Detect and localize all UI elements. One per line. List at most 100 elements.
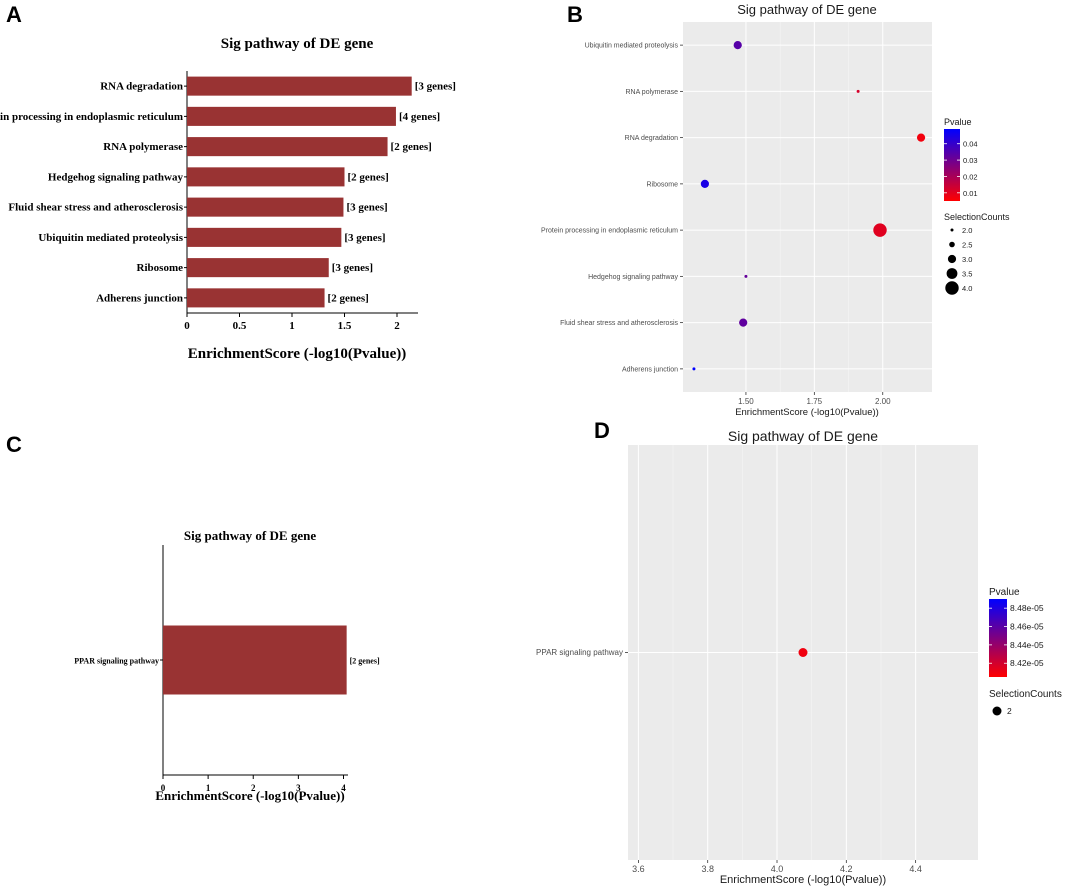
category-label: Fluid shear stress and atherosclerosis [560, 320, 678, 327]
colorbar-tick-label: 8.42e-05 [1010, 658, 1044, 668]
size-legend-key [949, 241, 955, 248]
panel-d-pvalue-legend-title: Pvalue [989, 587, 1020, 598]
category-label: Hedgehog signaling pathway [588, 274, 678, 281]
category-label: RNA degradation [100, 81, 183, 93]
panel-d-pvalue-colorbar [989, 599, 1007, 677]
x-tick-label: 4.4 [909, 864, 922, 874]
bar [187, 197, 344, 217]
panel-b-pvalue-legend-title: Pvalue [944, 117, 972, 127]
bar-data-label: [4 genes] [399, 111, 440, 123]
panel-a-xlabel: EnrichmentScore (-log10(Pvalue)) [188, 346, 406, 362]
panel-d-title: Sig pathway of DE gene [728, 428, 878, 444]
bar-data-label: [3 genes] [332, 262, 373, 274]
size-legend-label: 3.0 [962, 255, 972, 264]
bar [187, 258, 329, 278]
size-legend-key [992, 706, 1002, 716]
data-point [700, 179, 709, 188]
size-legend-label: 2 [1007, 706, 1012, 716]
category-label: RNA polymerase [625, 89, 678, 96]
x-tick-label: 4 [341, 783, 346, 793]
category-label: PPAR signaling pathway [536, 648, 623, 657]
data-point [744, 274, 748, 278]
colorbar-tick-label: 0.04 [963, 140, 978, 149]
x-tick-label: 0 [161, 783, 166, 793]
x-tick-label: 3.8 [701, 864, 714, 874]
bar [187, 76, 412, 96]
category-label: PPAR signaling pathway [74, 657, 159, 666]
bar [187, 227, 342, 247]
panel-label-c: C [6, 432, 22, 457]
panel-b-title: Sig pathway of DE gene [737, 2, 876, 17]
size-legend-key [946, 268, 958, 279]
bar [163, 625, 347, 695]
panel-c-title: Sig pathway of DE gene [184, 528, 316, 543]
size-legend-label: 4.0 [962, 284, 972, 293]
x-tick-label: 1.75 [807, 397, 823, 406]
data-point [798, 648, 808, 657]
category-label: Adherens junction [96, 292, 183, 304]
category-label: rotein processing in endoplasmic reticul… [0, 111, 183, 123]
data-point [692, 367, 696, 371]
category-label: Ubiquitin mediated proteolysis [38, 232, 183, 244]
category-label: Fluid shear stress and atherosclerosis [8, 202, 183, 214]
panel-label-b: B [567, 2, 583, 27]
category-label: Ribosome [646, 181, 678, 188]
category-label: Protein processing in endoplasmic reticu… [541, 228, 678, 235]
x-tick-label: 2 [251, 783, 256, 793]
bar-data-label: [3 genes] [344, 232, 385, 244]
bar-data-label: [2 genes] [391, 141, 432, 153]
data-point [856, 89, 860, 93]
category-label: Hedgehog signaling pathway [48, 171, 184, 183]
panel-b-size-legend-title: SelectionCounts [944, 212, 1010, 222]
plot-background [683, 22, 932, 392]
x-tick-label: 0.5 [233, 320, 247, 332]
x-tick-label: 2.00 [875, 397, 891, 406]
bar-data-label: [2 genes] [350, 657, 380, 666]
panel-label-d: D [594, 418, 610, 443]
panel-c-xlabel: EnrichmentScore (-log10(Pvalue)) [155, 788, 344, 803]
x-tick-label: 3 [296, 783, 301, 793]
panel-b-xlabel: EnrichmentScore (-log10(Pvalue)) [735, 407, 879, 418]
x-tick-label: 0 [184, 320, 190, 332]
bar [187, 137, 388, 157]
size-legend-key [950, 228, 954, 232]
data-point [916, 133, 926, 142]
x-tick-label: 1 [206, 783, 211, 793]
data-point [873, 223, 887, 237]
colorbar-tick-label: 0.03 [963, 156, 978, 165]
bar [187, 167, 345, 187]
data-point [733, 41, 742, 50]
x-tick-label: 1.5 [338, 320, 352, 332]
x-tick-label: 1 [289, 320, 295, 332]
panel-d-xlabel: EnrichmentScore (-log10(Pvalue)) [720, 874, 886, 886]
bar-data-label: [3 genes] [415, 81, 456, 93]
colorbar-tick-label: 0.02 [963, 172, 978, 181]
x-tick-label: 4.2 [840, 864, 853, 874]
x-tick-label: 4.0 [771, 864, 784, 874]
x-tick-label: 1.50 [738, 397, 754, 406]
colorbar-tick-label: 8.46e-05 [1010, 622, 1044, 632]
panel-b-pvalue-colorbar [944, 129, 960, 201]
colorbar-tick-label: 8.48e-05 [1010, 603, 1044, 613]
size-legend-label: 2.0 [962, 226, 972, 235]
bar-data-label: [2 genes] [328, 292, 369, 304]
category-label: Ubiquitin mediated proteolysis [585, 43, 679, 50]
x-tick-label: 3.6 [632, 864, 645, 874]
size-legend-key [945, 281, 959, 295]
category-label: RNA polymerase [103, 141, 183, 153]
data-point [739, 318, 748, 327]
colorbar-tick-label: 0.01 [963, 189, 978, 198]
panel-a-bar-chart: Sig pathway of DE gene EnrichmentScore (… [0, 36, 456, 362]
category-label: RNA degradation [625, 135, 678, 142]
panel-c-bar-chart: Sig pathway of DE gene EnrichmentScore (… [74, 528, 380, 803]
panel-d-dot-plot: Sig pathway of DE gene EnrichmentScore (… [536, 428, 1062, 886]
bar [187, 106, 396, 126]
bar-data-label: [2 genes] [348, 171, 389, 183]
bar [187, 288, 325, 308]
size-legend-label: 2.5 [962, 241, 972, 250]
panel-label-a: A [6, 2, 22, 27]
size-legend-key [947, 254, 957, 264]
category-label: Adherens junction [622, 366, 678, 373]
colorbar-tick-label: 8.44e-05 [1010, 640, 1044, 650]
